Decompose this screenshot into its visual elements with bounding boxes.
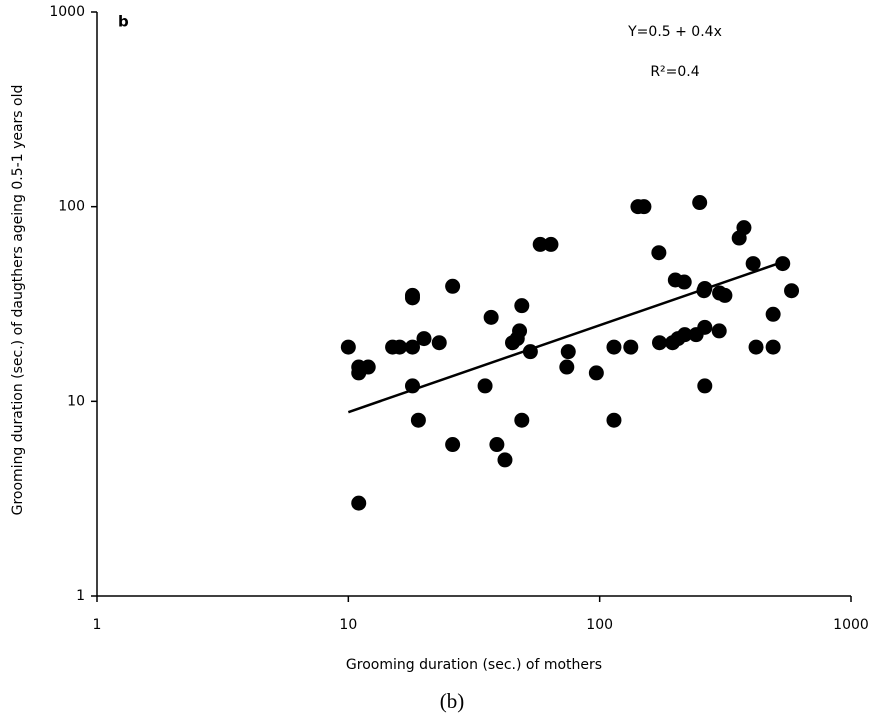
x-tick-label: 100	[586, 617, 613, 633]
caption: (b)	[440, 689, 465, 713]
point	[404, 290, 420, 306]
point	[588, 365, 604, 381]
y-tick-label: 100	[58, 199, 85, 215]
x-axis-label: Grooming duration (sec.) of mothers	[346, 657, 602, 673]
point	[445, 278, 461, 294]
point	[651, 335, 667, 351]
point	[717, 287, 733, 303]
point	[532, 236, 548, 252]
panel-label: b	[118, 13, 129, 31]
point	[445, 437, 461, 453]
point	[677, 327, 693, 343]
point	[692, 195, 708, 211]
point	[636, 199, 652, 215]
point	[543, 236, 559, 252]
equation: Y=0.5 + 0.4x	[627, 24, 722, 40]
point	[606, 339, 622, 355]
point	[559, 359, 575, 375]
point	[416, 331, 432, 347]
x-tick-label: 10	[339, 617, 357, 633]
point	[340, 339, 356, 355]
y-axis-label: Grooming duration (sec.) of daugthers ag…	[10, 85, 26, 516]
point	[360, 359, 376, 375]
point	[351, 495, 367, 511]
point	[560, 344, 576, 360]
point	[514, 412, 530, 428]
y-tick-label: 10	[67, 393, 85, 409]
point	[477, 378, 493, 394]
x-tick-label: 1000	[833, 617, 869, 633]
r-squared: R²=0.4	[650, 64, 699, 80]
point	[410, 412, 426, 428]
point	[483, 309, 499, 325]
trendline	[347, 260, 784, 414]
point	[748, 339, 764, 355]
point	[606, 412, 622, 428]
point	[745, 256, 761, 272]
point	[514, 298, 530, 314]
point	[784, 283, 800, 299]
point	[676, 274, 692, 290]
point	[512, 323, 528, 339]
point	[431, 335, 447, 351]
point	[697, 378, 713, 394]
point	[697, 319, 713, 335]
point	[497, 452, 513, 468]
x-tick-label: 1	[93, 617, 102, 633]
point	[392, 339, 408, 355]
point	[623, 339, 639, 355]
point	[711, 323, 727, 339]
y-tick-label: 1	[76, 588, 85, 604]
point	[765, 339, 781, 355]
point	[765, 306, 781, 322]
point	[651, 245, 667, 261]
point	[775, 256, 791, 272]
y-tick-label: 1000	[49, 4, 85, 20]
point	[404, 339, 420, 355]
point	[736, 220, 752, 236]
point	[489, 437, 505, 453]
